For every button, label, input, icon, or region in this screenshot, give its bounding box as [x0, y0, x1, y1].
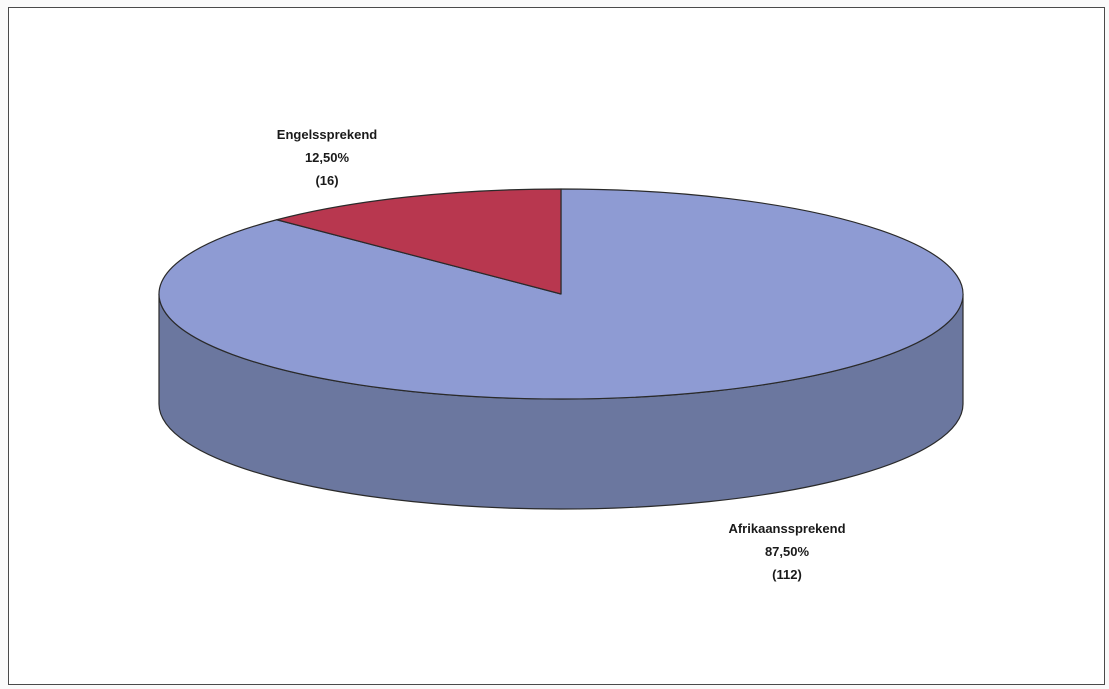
- pie-slice-engelssprekend: [276, 188, 562, 295]
- pie-chart: Afrikaanssprekend 87,50% (112) Engelsspreke…: [158, 127, 964, 582]
- data-label-afrikaanssprekend: Afrikaanssprekend 87,50% (112): [728, 521, 845, 582]
- chart-frame: Afrikaanssprekend 87,50% (112) Engelsspreke…: [8, 7, 1105, 685]
- data-label-engelssprekend: Engelssprekend 12,50% (16): [277, 127, 377, 188]
- pie-labels-group: Afrikaanssprekend 87,50% (112) Engelsspreke…: [277, 127, 846, 582]
- pie-top-group: [158, 188, 964, 400]
